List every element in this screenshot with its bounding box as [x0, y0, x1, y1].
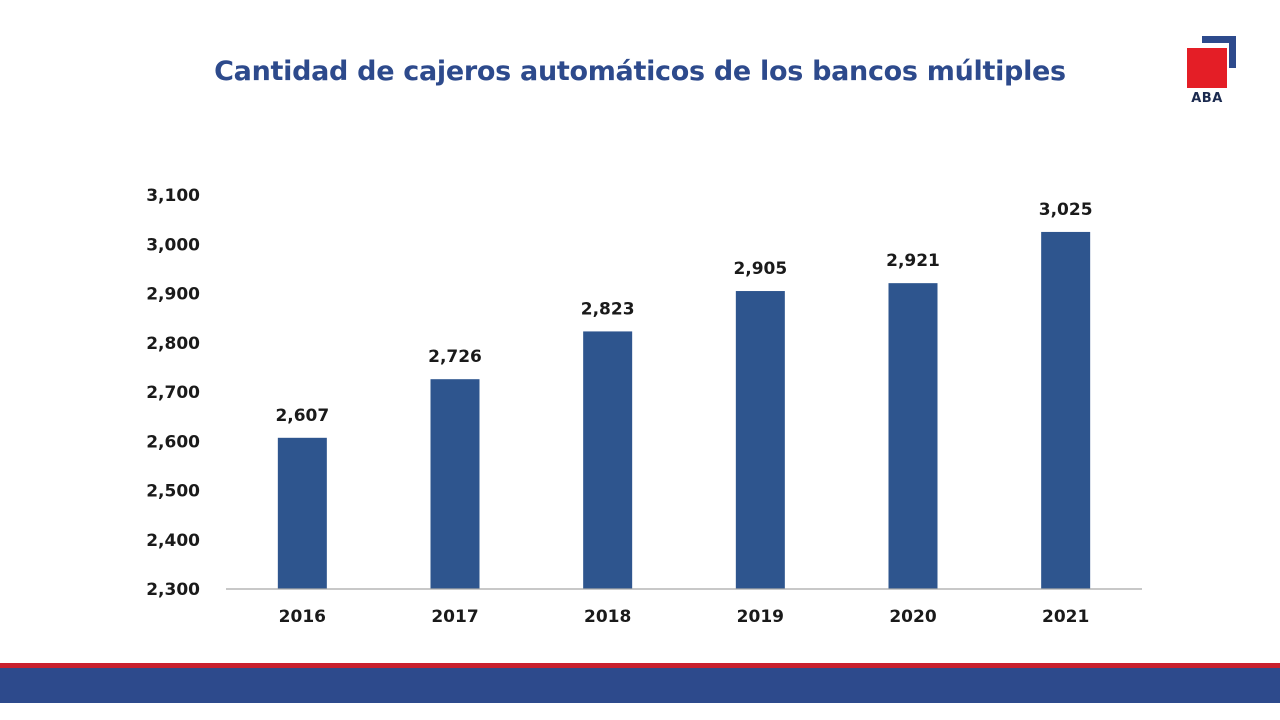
x-tick-label: 2020 — [889, 607, 936, 627]
x-tick-label: 2017 — [431, 607, 478, 627]
y-tick-label: 2,500 — [146, 482, 200, 502]
y-tick-label: 2,300 — [146, 580, 200, 600]
x-tick-label: 2019 — [737, 607, 784, 627]
y-tick-label: 2,400 — [146, 531, 200, 551]
bar-2021 — [1041, 231, 1091, 589]
aba-logo: ABA — [1184, 36, 1244, 108]
x-tick-label: 2018 — [584, 607, 631, 627]
footer-band-blue — [0, 668, 1280, 703]
x-tick-label: 2016 — [279, 607, 326, 627]
bar-2016 — [277, 437, 327, 589]
bar-chart: 2,300 2,400 2,500 2,600 2,700 2,800 2,900 3,000… — [146, 186, 1142, 627]
bar-2020 — [888, 283, 938, 589]
value-label: 2,726 — [428, 347, 482, 367]
x-tick-label: 2021 — [1042, 607, 1089, 627]
value-label: 2,905 — [733, 259, 787, 279]
bar-2017 — [430, 379, 480, 589]
value-label: 2,607 — [275, 406, 329, 426]
logo-red-square — [1187, 48, 1227, 88]
y-tick-label: 2,800 — [146, 334, 200, 354]
value-label: 3,025 — [1039, 200, 1093, 220]
footer-band-red — [0, 663, 1280, 668]
y-tick-label: 2,900 — [146, 285, 200, 305]
bar-2018 — [583, 331, 633, 589]
y-tick-label: 3,000 — [146, 235, 200, 255]
logo-text: ABA — [1191, 91, 1223, 106]
chart-title: Cantidad de cajeros automáticos de los b… — [214, 56, 1066, 87]
y-tick-label: 3,100 — [146, 186, 200, 206]
y-tick-label: 2,600 — [146, 432, 200, 452]
y-tick-label: 2,700 — [146, 383, 200, 403]
value-label: 2,823 — [581, 299, 635, 319]
value-label: 2,921 — [886, 251, 940, 271]
logo-bracket-shape — [1202, 36, 1236, 68]
bar-2019 — [735, 291, 785, 589]
